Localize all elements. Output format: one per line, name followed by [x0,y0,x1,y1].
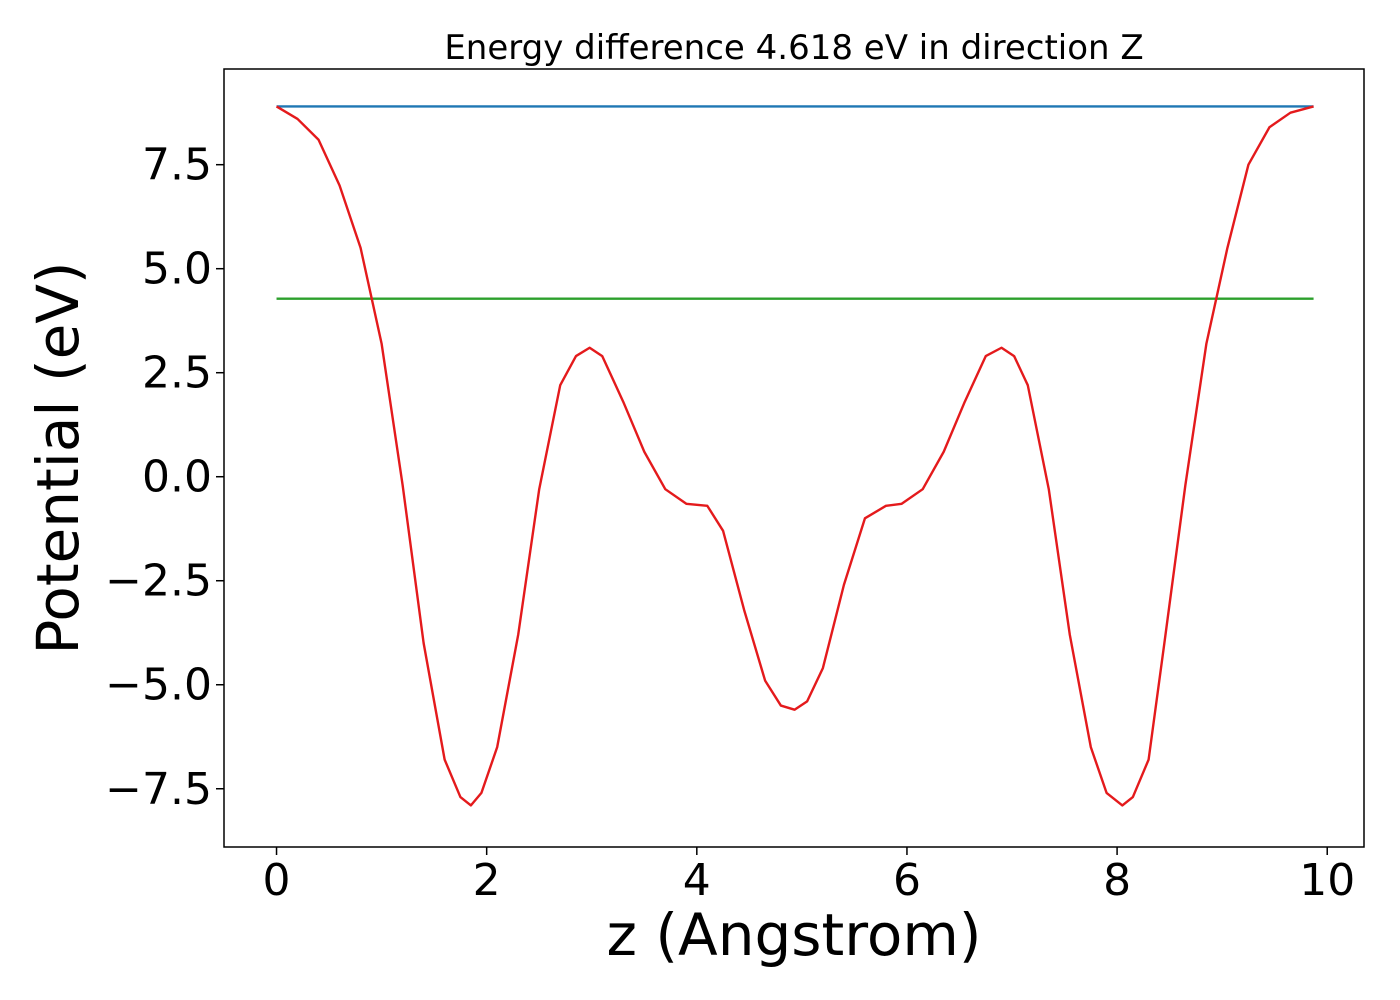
series-layer [275,105,1314,807]
y-tick-label: −7.5 [105,764,212,815]
x-tick-label: 10 [1299,855,1355,906]
y-tick-label: −5.0 [105,660,212,711]
x-tick-label: 2 [473,855,501,906]
x-tick-label: 4 [683,855,711,906]
y-tick-label: 2.5 [142,348,212,399]
y-axis-ticks: −7.5 −5.0 −2.5 0.0 2.5 5.0 7.5 [105,140,224,815]
plot-area-frame [223,68,1365,848]
y-tick-label: 0.0 [142,452,212,503]
x-tick-label: 8 [1103,855,1131,906]
y-tick-label: 7.5 [142,140,212,191]
chart-title: Energy difference 4.618 eV in direction … [444,28,1143,68]
y-axis-label: Potential (eV) [24,261,92,654]
x-tick-label: 6 [893,855,921,906]
x-tick-label: 0 [263,855,291,906]
x-axis-label: z (Angstrom) [607,901,982,969]
y-tick-label: 5.0 [142,244,212,295]
series-line-2 [275,105,1314,807]
x-axis-ticks: 0 2 4 6 8 10 [263,847,1355,906]
y-tick-label: −2.5 [105,556,212,607]
